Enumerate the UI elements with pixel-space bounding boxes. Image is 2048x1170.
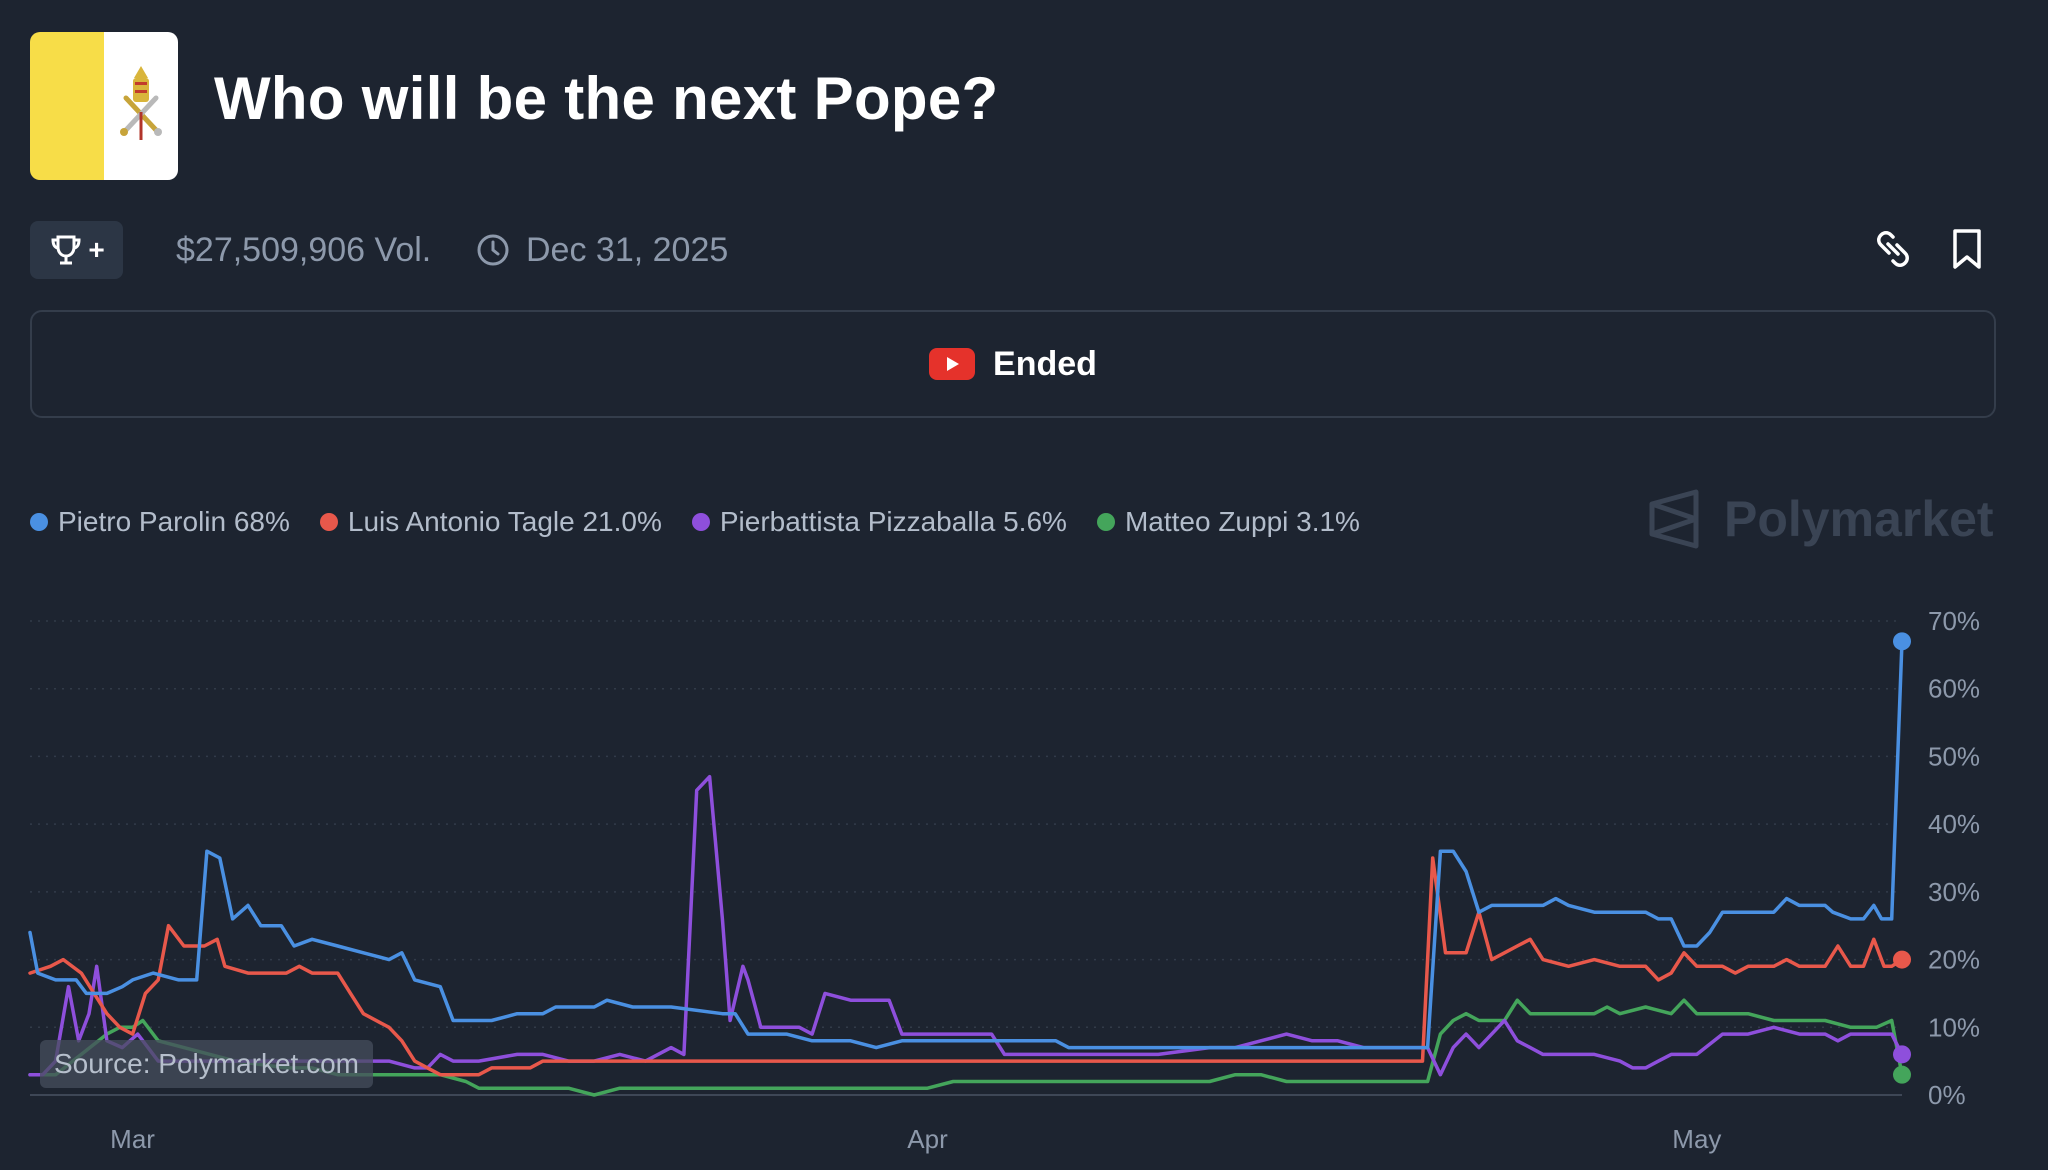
trophy-button[interactable]: + bbox=[30, 221, 123, 279]
y-tick-label: 20% bbox=[1928, 945, 1980, 975]
series-end-point bbox=[1893, 632, 1911, 651]
source-note: Source: Polymarket.com bbox=[40, 1040, 373, 1088]
series-end-point bbox=[1893, 950, 1911, 969]
legend-label: Matteo Zuppi 3.1% bbox=[1124, 506, 1360, 537]
link-icon[interactable] bbox=[1872, 228, 1914, 270]
series-end-point bbox=[1893, 1065, 1911, 1084]
legend-dot bbox=[319, 513, 338, 531]
brand-name: Polymarket bbox=[1724, 491, 1994, 547]
legend-label: Pietro Parolin 68% bbox=[58, 506, 290, 537]
y-tick-label: 30% bbox=[1928, 877, 1980, 907]
legend-item-parolin[interactable]: Pietro Parolin 68% bbox=[30, 502, 290, 542]
x-tick-label: Mar bbox=[110, 1124, 155, 1154]
clock-icon bbox=[477, 234, 509, 266]
legend-dot bbox=[1096, 513, 1115, 531]
flag-white-half bbox=[104, 32, 178, 180]
market-status-box: Ended bbox=[30, 310, 1996, 418]
vatican-flag bbox=[30, 32, 178, 180]
legend-item-pizzaballa[interactable]: Pierbattista Pizzaballa 5.6% bbox=[691, 502, 1067, 542]
polymarket-brand: Polymarket bbox=[1646, 488, 1994, 550]
polymarket-logo-icon bbox=[1649, 489, 1699, 549]
legend-label: Pierbattista Pizzaballa 5.6% bbox=[719, 506, 1067, 537]
legend-dot bbox=[691, 513, 710, 531]
end-date: Dec 31, 2025 bbox=[526, 231, 729, 269]
series-line bbox=[28, 856, 1904, 1077]
x-tick-label: Apr bbox=[907, 1124, 948, 1154]
page-title: Who will be the next Pope? bbox=[214, 65, 999, 132]
y-tick-label: 10% bbox=[1928, 1012, 1980, 1042]
papal-emblem-icon bbox=[120, 66, 162, 140]
x-tick-label: May bbox=[1672, 1124, 1721, 1154]
y-tick-label: 50% bbox=[1928, 741, 1980, 771]
legend-label: Luis Antonio Tagle 21.0% bbox=[347, 506, 662, 537]
volume-text: $27,509,906 Vol. bbox=[176, 231, 432, 269]
y-tick-label: 60% bbox=[1928, 674, 1980, 704]
series-end-point bbox=[1893, 1045, 1911, 1064]
trophy-icon bbox=[51, 235, 81, 265]
play-icon bbox=[929, 348, 976, 380]
legend-item-zuppi[interactable]: Matteo Zuppi 3.1% bbox=[1096, 502, 1360, 542]
legend-item-tagle[interactable]: Luis Antonio Tagle 21.0% bbox=[319, 502, 662, 542]
y-tick-label: 0% bbox=[1928, 1080, 1966, 1110]
series-line bbox=[28, 774, 1904, 1077]
trophy-plus: + bbox=[88, 234, 105, 265]
y-tick-label: 70% bbox=[1928, 606, 1980, 636]
status-label: Ended bbox=[993, 344, 1097, 383]
chart-legend: Pietro Parolin 68% Luis Antonio Tagle 21… bbox=[30, 502, 1360, 542]
legend-dot bbox=[30, 513, 48, 531]
flag-yellow-half bbox=[30, 32, 104, 180]
bookmark-icon[interactable] bbox=[1950, 228, 1984, 270]
series-line bbox=[28, 639, 1904, 1050]
y-tick-label: 40% bbox=[1928, 809, 1980, 839]
